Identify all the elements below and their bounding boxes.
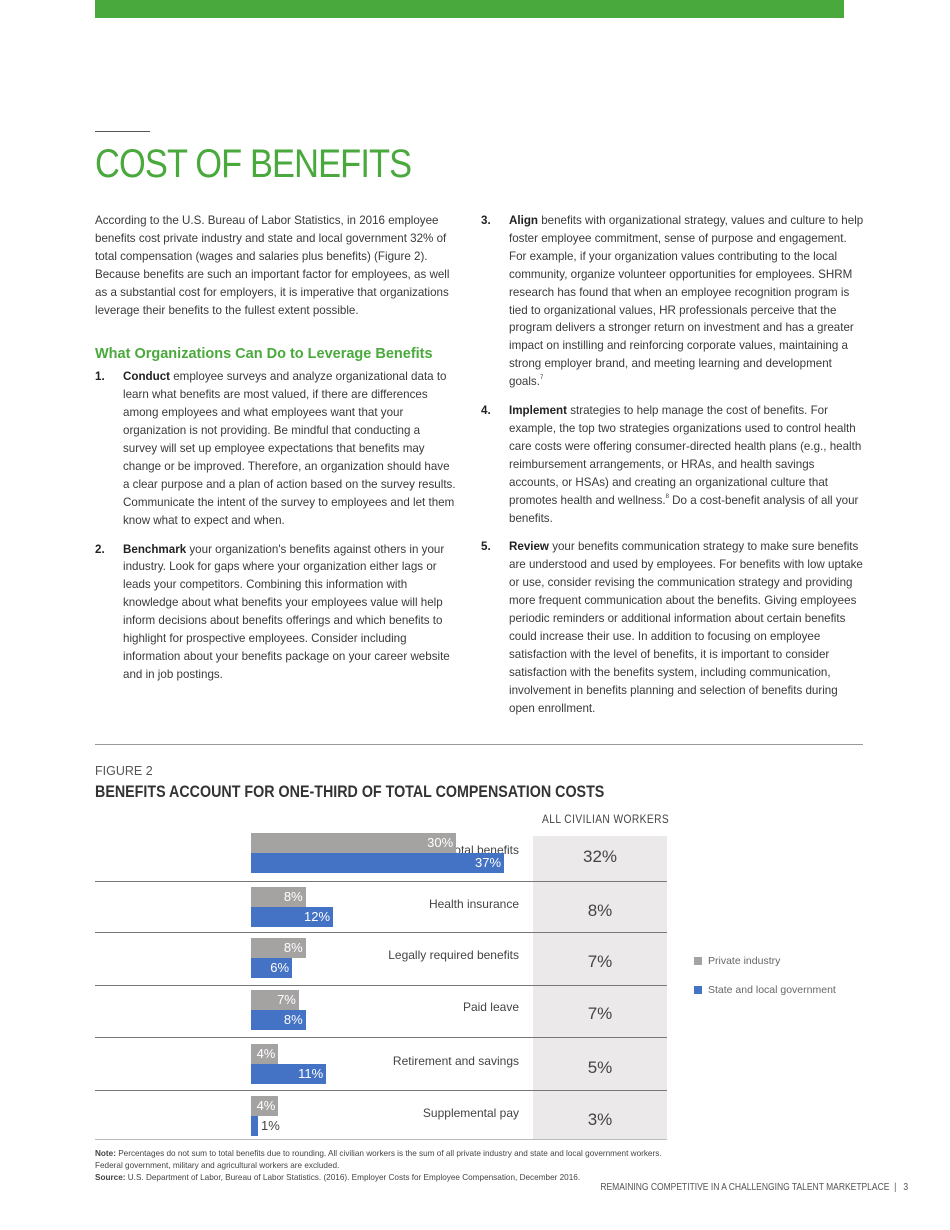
list-item: 5. Review your benefits communication str… xyxy=(481,540,863,715)
category-label: Health insurance xyxy=(428,897,519,911)
page-footer: REMAINING COMPETITIVE IN A CHALLENGING T… xyxy=(600,1182,908,1193)
all-civilian-value: 8% xyxy=(587,901,613,920)
bar-private: 4% xyxy=(251,1044,279,1064)
bar-private: 4% xyxy=(251,1096,279,1116)
intro-paragraph: According to the U.S. Bureau of Labor St… xyxy=(95,214,450,317)
row-separator xyxy=(95,1037,667,1038)
left-column: According to the U.S. Bureau of Labor St… xyxy=(95,212,457,695)
category-label: Retirement and savings xyxy=(392,1054,519,1068)
legend-state-local: State and local government xyxy=(694,984,836,996)
all-civilian-value: 5% xyxy=(587,1058,613,1077)
bar-state-local: 12% xyxy=(251,907,334,927)
bar-private: 7% xyxy=(251,990,299,1010)
legend-swatch-private xyxy=(694,957,702,965)
all-civilian-value: 32% xyxy=(582,847,618,866)
section-heading: What Organizations Can Do to Leverage Be… xyxy=(95,346,433,363)
title-rule xyxy=(95,131,150,132)
legend-private: Private industry xyxy=(694,955,780,967)
divider xyxy=(95,744,863,745)
bar-private: 8% xyxy=(251,938,306,958)
all-civilian-column xyxy=(533,836,667,1139)
bar-state-local: 37% xyxy=(251,853,505,873)
row-separator xyxy=(95,985,667,986)
bar-state-local: 8% xyxy=(251,1010,306,1030)
all-civilian-header: ALL CIVILIAN WORKERS xyxy=(542,812,670,826)
all-civilian-value: 7% xyxy=(587,952,613,971)
top-accent-bar xyxy=(95,0,844,18)
list-item: 4. Implement strategies to help manage th… xyxy=(481,404,862,525)
category-label: Legally required benefits xyxy=(388,948,519,962)
bar-private: 8% xyxy=(251,887,306,907)
row-separator xyxy=(95,932,667,933)
bar-fill xyxy=(251,1116,258,1136)
figure-notes: Note: Percentages do not sum to total be… xyxy=(95,1148,675,1184)
category-label: Supplemental pay xyxy=(422,1106,519,1120)
figure-title: BENEFITS ACCOUNT FOR ONE-THIRD OF TOTAL … xyxy=(95,782,605,801)
all-civilian-value: 7% xyxy=(587,1004,613,1023)
right-column: 3. Align benefits with organizational str… xyxy=(481,212,864,728)
legend-label: State and local government xyxy=(708,984,836,996)
row-separator xyxy=(95,1139,667,1140)
category-label: Paid leave xyxy=(462,1000,519,1014)
list-item: 1. Conduct employee surveys and analyze o… xyxy=(95,370,456,527)
bar-value-label: 1% xyxy=(261,1118,280,1133)
figure-label: FIGURE 2 xyxy=(95,764,153,778)
all-civilian-value: 3% xyxy=(587,1110,613,1129)
bar-state-local: 1% xyxy=(251,1116,280,1136)
page-number: 3 xyxy=(903,1182,908,1193)
page-title: COST OF BENEFITS xyxy=(95,142,412,186)
note: Note: Percentages do not sum to total be… xyxy=(95,1149,662,1170)
bar-private: 30% xyxy=(251,833,457,853)
row-separator xyxy=(95,881,667,882)
list-item: 3. Align benefits with organizational str… xyxy=(481,214,864,389)
list-item: 2. Benchmark your organization's benefits… xyxy=(95,542,450,681)
row-separator xyxy=(95,1090,667,1091)
bar-state-local: 6% xyxy=(251,958,293,978)
legend-label: Private industry xyxy=(708,955,781,967)
legend-swatch-state xyxy=(694,986,702,994)
bar-state-local: 11% xyxy=(251,1064,327,1084)
source: Source: U.S. Department of Labor, Bureau… xyxy=(95,1173,581,1182)
